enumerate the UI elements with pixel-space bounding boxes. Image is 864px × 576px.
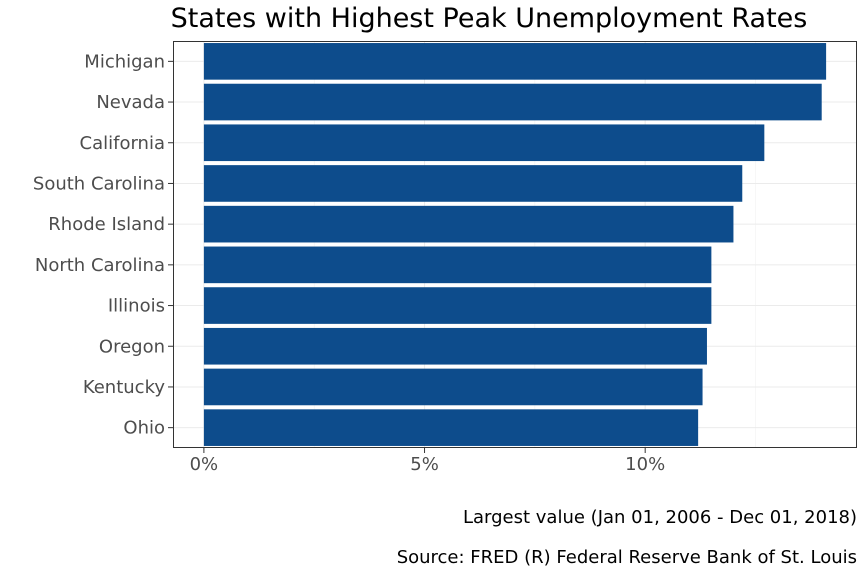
y-tick-label: Ohio xyxy=(123,418,165,439)
bars xyxy=(203,43,827,446)
y-tick-label: North Carolina xyxy=(35,255,165,276)
y-tick-label: Oregon xyxy=(99,336,165,357)
bar xyxy=(203,368,703,406)
bar xyxy=(203,165,743,202)
plot-panel-border xyxy=(173,41,857,448)
y-tick-label: Nevada xyxy=(96,92,165,113)
bar xyxy=(203,327,707,365)
x-tick-label: 5% xyxy=(410,454,439,475)
date-range-caption: Largest value (Jan 01, 2006 - Dec 01, 20… xyxy=(463,507,857,528)
bar xyxy=(203,43,827,80)
y-tick-label: Michigan xyxy=(84,51,165,72)
chart-title: States with Highest Peak Unemployment Ra… xyxy=(171,3,808,34)
y-tick-label: South Carolina xyxy=(33,173,165,194)
bar xyxy=(203,124,765,162)
bar xyxy=(203,246,712,284)
x-axis: 0% 5% 10% xyxy=(190,448,665,475)
bar xyxy=(203,409,699,446)
bar xyxy=(203,287,712,324)
y-tick-label: California xyxy=(80,133,165,154)
x-tick-label: 0% xyxy=(190,454,219,475)
bar xyxy=(203,83,822,121)
y-tick-label: Rhode Island xyxy=(48,214,165,235)
y-axis: Michigan Nevada California South Carolina Rh… xyxy=(33,51,173,439)
y-tick-label: Kentucky xyxy=(83,377,166,398)
y-tick-label: Illinois xyxy=(108,296,165,317)
x-tick-label: 10% xyxy=(625,454,665,475)
source-caption: Source: FRED (R) Federal Reserve Bank of… xyxy=(397,547,857,568)
bar xyxy=(203,205,734,243)
